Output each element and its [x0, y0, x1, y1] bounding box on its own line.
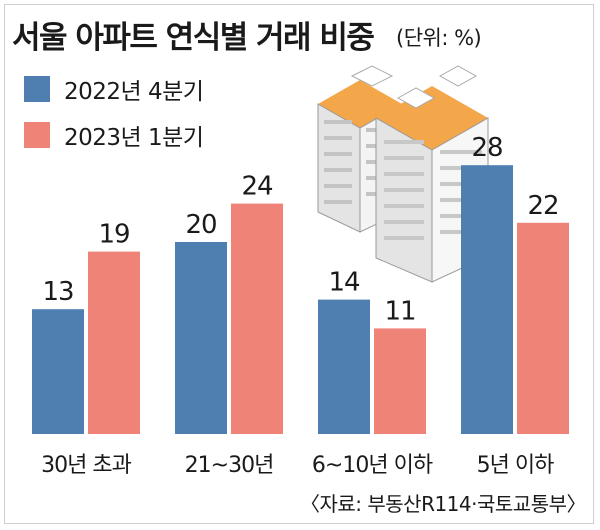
category-label-2: 6~10년 이하	[312, 453, 433, 478]
data-label-2022q4-3: 28	[471, 133, 502, 163]
bar-2023q1-3	[517, 222, 569, 434]
legend-swatch-2022q4	[24, 76, 50, 102]
data-label-2023q1-3: 22	[527, 191, 558, 221]
data-label-2022q4-1: 20	[185, 210, 216, 240]
data-label-2023q1-1: 24	[241, 172, 273, 202]
category-label-0: 30년 초과	[41, 453, 131, 478]
chart-frame	[4, 4, 594, 524]
legend-label-2022q4: 2022년 4분기	[64, 79, 204, 105]
chart-title: 서울 아파트 연식별 거래 비중	[12, 20, 375, 56]
data-label-2022q4-2: 14	[328, 268, 360, 298]
source-note: 〈자료: 부동산R114·국토교통부〉	[299, 492, 587, 516]
bar-2022q4-3	[461, 165, 513, 434]
bar-2022q4-2	[318, 299, 370, 434]
bar-2022q4-0	[32, 309, 84, 434]
unit-label: (단위: %)	[396, 26, 482, 50]
bar-2022q4-1	[175, 242, 227, 434]
legend-item-2023q1: 2023년 1분기	[24, 122, 204, 151]
apartment-buildings-icon	[317, 65, 489, 283]
bar-2023q1-1	[231, 203, 283, 434]
data-label-2022q4-0: 13	[42, 277, 73, 307]
bar-2023q1-2	[374, 328, 426, 434]
legend-label-2023q1: 2023년 1분기	[64, 125, 204, 151]
data-label-2023q1-2: 11	[384, 296, 415, 326]
category-label-1: 21~30년	[185, 453, 274, 478]
legend-item-2022q4: 2022년 4분기	[24, 76, 204, 105]
category-label-3: 5년 이하	[477, 453, 554, 478]
bar-2023q1-0	[88, 251, 140, 434]
data-label-2023q1-0: 19	[98, 220, 129, 250]
legend-swatch-2023q1	[24, 122, 50, 148]
